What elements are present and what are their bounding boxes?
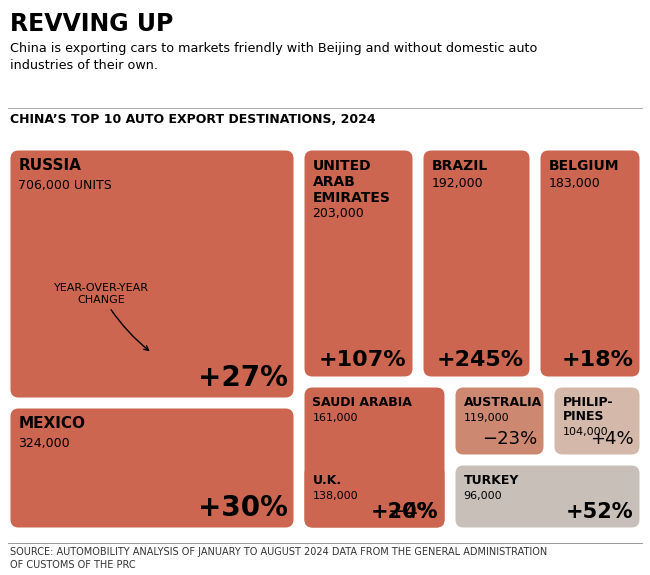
Text: YEAR-OVER-YEAR
CHANGE: YEAR-OVER-YEAR CHANGE xyxy=(53,283,149,350)
FancyBboxPatch shape xyxy=(456,388,543,454)
Text: REVVING UP: REVVING UP xyxy=(10,12,174,36)
Text: AUSTRALIA: AUSTRALIA xyxy=(463,396,541,408)
Text: TURKEY: TURKEY xyxy=(463,473,519,486)
FancyBboxPatch shape xyxy=(424,151,530,377)
Text: +18%: +18% xyxy=(562,351,634,370)
FancyBboxPatch shape xyxy=(304,388,445,527)
Text: 138,000: 138,000 xyxy=(313,491,358,501)
Text: +30%: +30% xyxy=(198,493,287,522)
Text: SAUDI ARABIA: SAUDI ARABIA xyxy=(313,396,412,408)
Text: UNITED
ARAB
EMIRATES: UNITED ARAB EMIRATES xyxy=(313,159,391,205)
Text: 96,000: 96,000 xyxy=(463,491,502,501)
Text: BELGIUM: BELGIUM xyxy=(549,159,619,172)
FancyBboxPatch shape xyxy=(456,466,640,527)
Text: +4%: +4% xyxy=(388,501,439,522)
FancyBboxPatch shape xyxy=(10,408,294,527)
Text: China is exporting cars to markets friendly with Beijing and without domestic au: China is exporting cars to markets frien… xyxy=(10,42,538,72)
Text: 104,000: 104,000 xyxy=(562,427,608,436)
Text: RUSSIA: RUSSIA xyxy=(18,159,81,174)
Text: 203,000: 203,000 xyxy=(313,208,364,220)
Text: 161,000: 161,000 xyxy=(313,413,358,423)
FancyBboxPatch shape xyxy=(10,151,294,397)
Text: U.K.: U.K. xyxy=(313,473,342,486)
Text: PHILIP-
PINES: PHILIP- PINES xyxy=(562,396,613,424)
Text: SOURCE: AUTOMOBILITY ANALYSIS OF JANUARY TO AUGUST 2024 DATA FROM THE GENERAL AD: SOURCE: AUTOMOBILITY ANALYSIS OF JANUARY… xyxy=(10,547,547,570)
FancyBboxPatch shape xyxy=(541,151,640,377)
Text: BRAZIL: BRAZIL xyxy=(432,159,488,172)
Text: +27%: +27% xyxy=(198,363,287,392)
Text: +20%: +20% xyxy=(371,501,439,522)
Text: 192,000: 192,000 xyxy=(432,178,483,190)
Text: 706,000 UNITS: 706,000 UNITS xyxy=(18,179,112,192)
Text: 183,000: 183,000 xyxy=(549,178,600,190)
Text: −23%: −23% xyxy=(482,431,538,448)
FancyBboxPatch shape xyxy=(304,466,445,527)
FancyBboxPatch shape xyxy=(554,388,640,454)
Text: +4%: +4% xyxy=(590,431,634,448)
Text: 119,000: 119,000 xyxy=(463,413,509,423)
Text: MEXICO: MEXICO xyxy=(18,416,86,431)
Text: 324,000: 324,000 xyxy=(18,437,70,450)
Text: +245%: +245% xyxy=(436,351,523,370)
FancyBboxPatch shape xyxy=(304,151,413,377)
Text: +52%: +52% xyxy=(566,501,634,522)
Text: +107%: +107% xyxy=(319,351,406,370)
Text: CHINA’S TOP 10 AUTO EXPORT DESTINATIONS, 2024: CHINA’S TOP 10 AUTO EXPORT DESTINATIONS,… xyxy=(10,113,376,126)
